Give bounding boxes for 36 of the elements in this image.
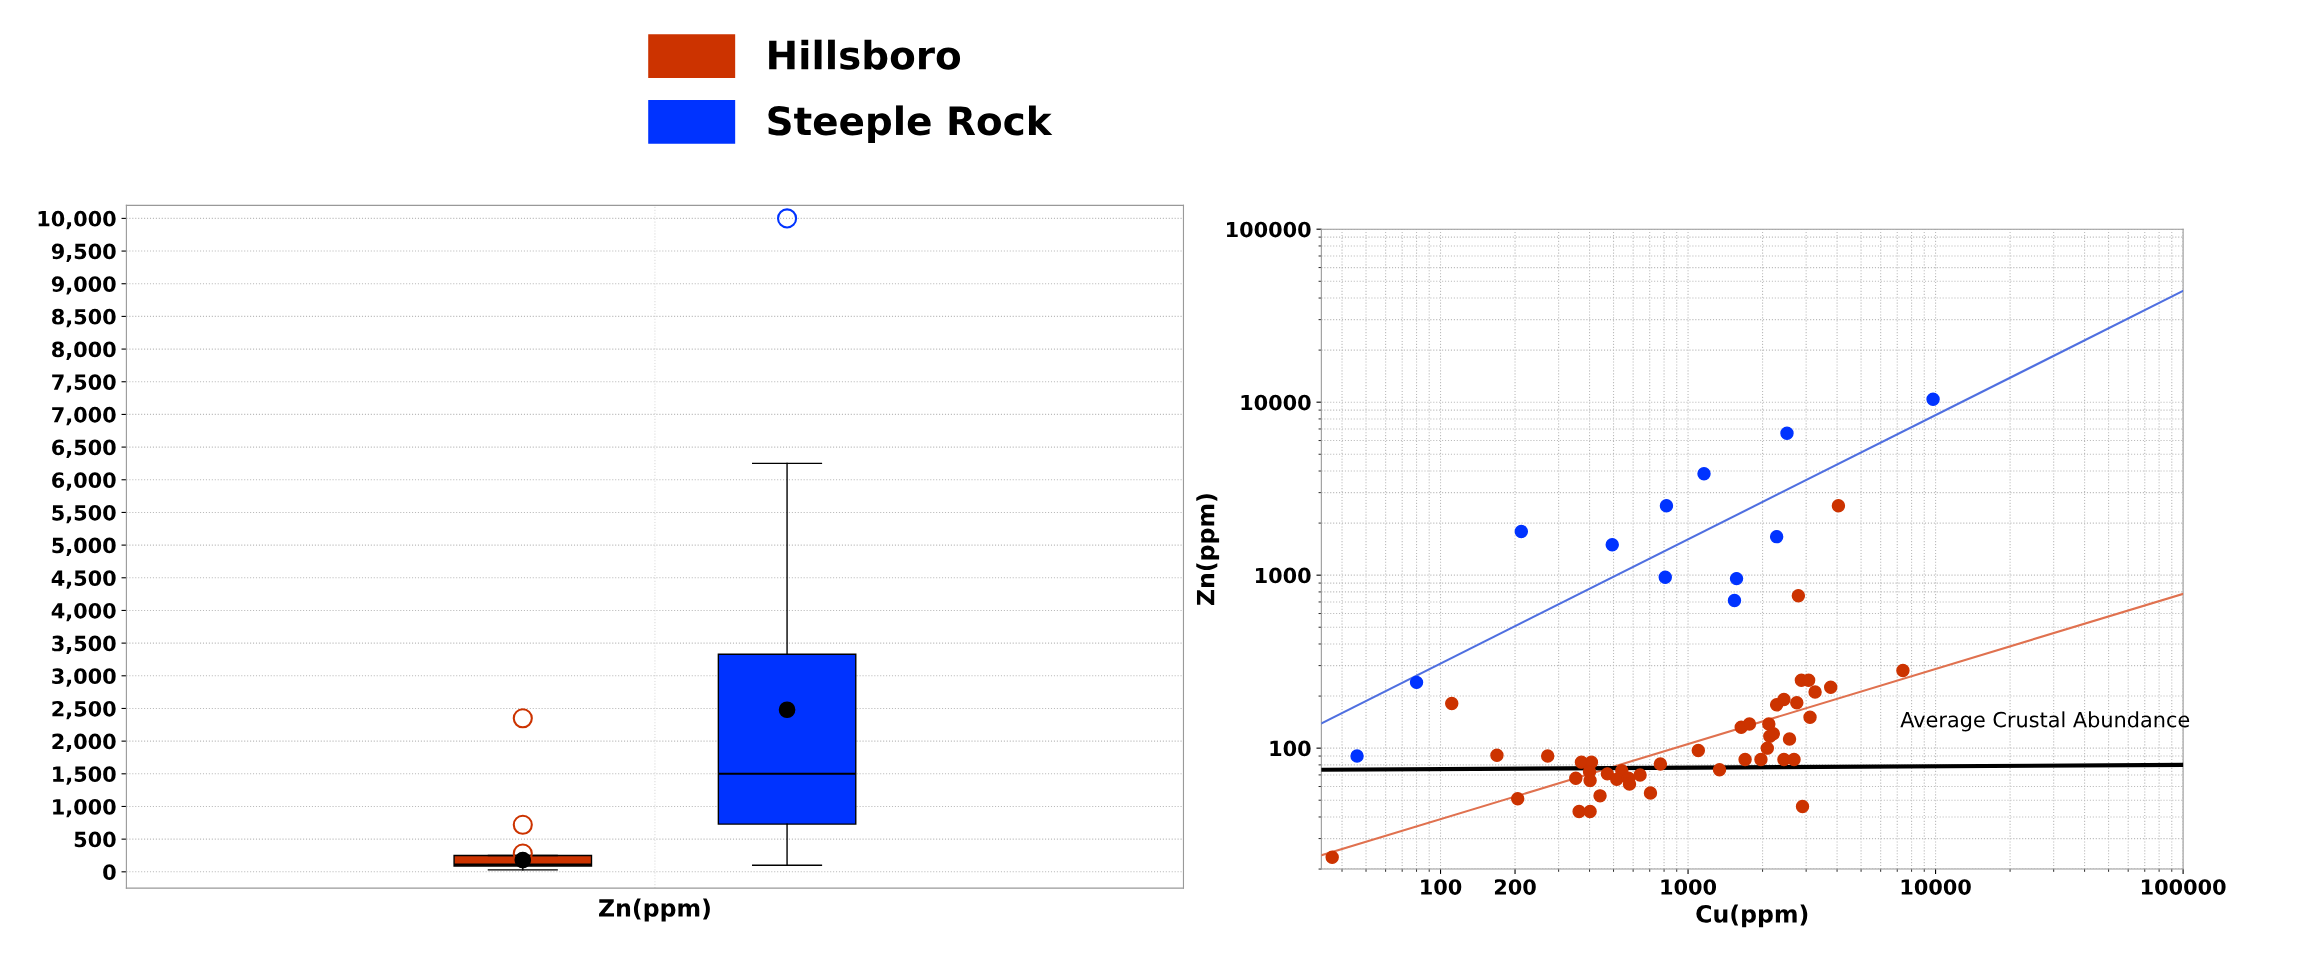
x-axis-title: Cu(ppm) bbox=[1696, 904, 1808, 928]
y-tick-label: 5,000 bbox=[52, 537, 116, 556]
y-tick-label: 7,000 bbox=[52, 406, 116, 426]
y-tick-label: 8,500 bbox=[52, 308, 116, 328]
y-tick-label: 9,000 bbox=[51, 276, 116, 295]
x-tick-label: 100000 bbox=[2141, 879, 2226, 895]
y-tick-label: 5,500 bbox=[52, 504, 116, 524]
y-tick-label: 8,000 bbox=[52, 341, 116, 360]
y-tick-label: 10000 bbox=[1241, 394, 1311, 411]
y-tick-label: 500 bbox=[74, 831, 116, 848]
y-tick-label: 6,000 bbox=[52, 472, 116, 491]
legend-label: Steeple Rock bbox=[768, 105, 1053, 144]
y-tick-label: 4,000 bbox=[51, 602, 116, 622]
y-tick-label: 10,000 bbox=[38, 210, 116, 230]
x-tick-label: 1000 bbox=[1661, 879, 1717, 895]
x-tick-label: 10000 bbox=[1901, 879, 1971, 895]
y-tick-label: 7,500 bbox=[52, 374, 116, 393]
y-tick-label: 100000 bbox=[1227, 221, 1311, 238]
y-axis-title: Zn(ppm) bbox=[1196, 494, 1220, 606]
y-tick-label: 1000 bbox=[1256, 567, 1311, 584]
y-tick-label: 1,500 bbox=[53, 766, 116, 785]
y-tick-label: 3,000 bbox=[52, 668, 116, 687]
y-tick-label: 4,500 bbox=[51, 570, 116, 589]
legend-label: Hillsboro bbox=[769, 39, 961, 70]
x-tick-label: 200 bbox=[1494, 879, 1536, 895]
annotation: Average Crustal Abundance bbox=[1900, 711, 2190, 732]
x-tick-label: 100 bbox=[1421, 879, 1462, 895]
y-tick-label: 9,500 bbox=[51, 243, 116, 262]
y-tick-label: 100 bbox=[1270, 740, 1311, 757]
y-tick-label: 0 bbox=[103, 864, 116, 881]
y-tick-label: 1,000 bbox=[53, 798, 116, 818]
y-tick-label: 3,500 bbox=[52, 635, 116, 654]
y-tick-label: 2,500 bbox=[52, 700, 116, 720]
x-axis-title: Zn(ppm) bbox=[599, 898, 710, 922]
y-tick-label: 2,000 bbox=[52, 733, 116, 752]
y-tick-label: 6,500 bbox=[52, 439, 116, 458]
